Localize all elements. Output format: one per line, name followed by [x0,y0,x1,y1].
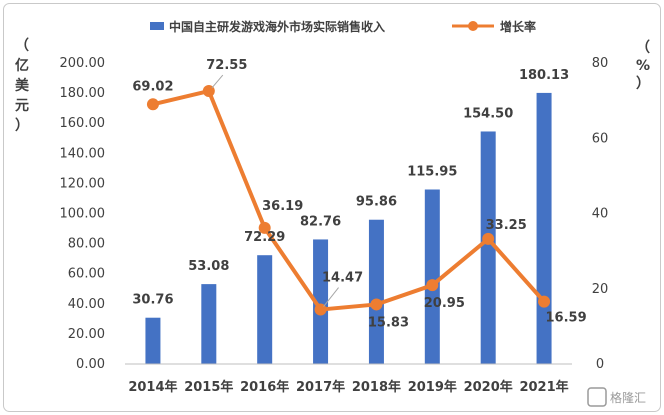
left-tick-label: 40.00 [68,297,105,312]
right-tick-label: 20 [592,282,609,297]
left-axis-title-char: 美 [15,77,30,94]
line-value-label: 36.19 [262,199,303,214]
label-leader-line [323,287,339,307]
line-value-label: 69.02 [132,79,173,94]
line-value-label: 20.95 [424,296,465,311]
watermark: 格隆汇 [587,387,646,407]
category-label: 2015年 [184,379,233,395]
line-value-label: 15.83 [368,315,409,330]
legend-line-marker [468,21,478,31]
growth-point [426,279,439,292]
left-tick-label: 180.00 [60,86,106,101]
label-leader-line [211,74,224,89]
category-label: 2020年 [464,379,513,395]
bar [313,239,329,364]
growth-point [258,221,271,234]
left-tick-label: 120.00 [60,176,106,191]
left-axis-title-char: （ [15,38,29,54]
legend: 中国自主研发游戏海外市场实际销售收入 增长率 [150,19,536,34]
legend-bar-swatch [150,22,164,30]
line-value-label: 16.59 [546,311,587,326]
right-tick-label: 60 [592,131,609,146]
right-tick-label: 0 [596,357,604,372]
category-label: 2014年 [128,379,177,395]
bar-value-label: 72.29 [244,230,285,245]
left-tick-label: 0.00 [76,357,105,372]
left-tick-label: 80.00 [68,237,105,252]
bar-value-label: 95.86 [356,195,397,210]
watermark-logo-icon [587,387,607,407]
left-tick-label: 200.00 [60,56,106,71]
right-axis-title-char: （ [636,40,650,56]
line-value-label: 33.25 [486,218,527,233]
bar [368,219,384,364]
watermark-text: 格隆汇 [610,390,646,405]
bars [145,92,552,364]
left-tick-label: 60.00 [68,267,105,282]
right-axis-ticks: 0 20 40 60 80 [592,56,609,372]
left-tick-label: 100.00 [60,207,106,222]
bar-value-label: 82.76 [300,214,341,229]
growth-point [538,295,551,308]
right-axis-title-char: ） [636,76,650,92]
bar [145,317,161,364]
left-axis-title-char: ） [15,118,29,134]
line-value-label: 72.55 [206,58,247,73]
left-tick-label: 160.00 [60,116,106,131]
line-value-label: 14.47 [322,271,363,286]
left-tick-label: 140.00 [60,146,106,161]
bar-value-label: 30.76 [132,293,173,308]
legend-line-label: 增长率 [500,19,536,34]
bar [201,284,217,364]
bar [257,255,273,364]
right-tick-label: 80 [592,56,609,71]
bar-value-label: 180.13 [519,68,569,83]
bar [424,189,440,364]
category-label: 2017年 [296,379,345,395]
right-axis-title: （% ） [636,40,650,92]
bar-value-label: 154.50 [463,106,513,121]
growth-point [146,98,159,111]
chart-frame [3,3,661,412]
legend-bar-label: 中国自主研发游戏海外市场实际销售收入 [169,19,385,34]
right-axis-title-char: % [636,58,650,74]
growth-point [482,232,495,245]
bar [480,131,496,364]
left-axis-title: （ 亿美元 ） [15,38,30,134]
growth-line [146,85,551,316]
left-axis-title-char: 元 [15,98,29,114]
category-label: 2018年 [352,379,401,395]
growth-point [370,298,383,311]
category-label: 2019年 [408,379,457,395]
left-axis-ticks: 0.00 20.00 40.00 60.00 80.00 100.00 120.00 140.… [60,56,106,372]
right-tick-label: 40 [592,207,609,222]
category-label: 2016年 [240,379,289,395]
growth-line-path [152,89,546,312]
bar-value-label: 115.95 [407,164,457,179]
bar-value-label: 53.08 [188,259,229,274]
category-label: 2021年 [519,379,568,395]
data-labels: 30.76 53.08 72.29 82.76 95.86 115.95 154.50 180… [132,58,586,330]
category-labels: 2014年 2015年 2016年 2017年 2018年 2019年 2020年 2021年 [128,379,568,395]
left-tick-label: 20.00 [68,327,105,342]
left-axis-title-char: 亿 [15,57,29,74]
